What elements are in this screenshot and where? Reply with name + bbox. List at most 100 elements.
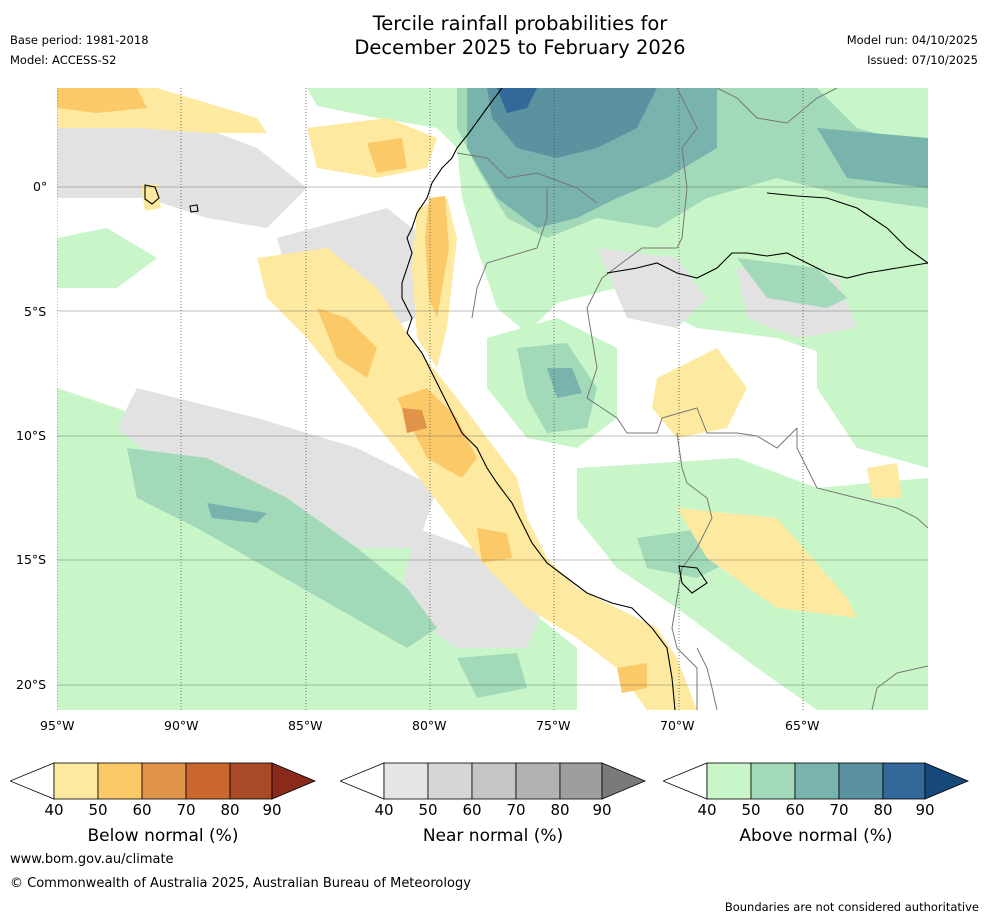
colorbar-above-under-arrow [661,762,708,800]
colorbar-near-tick-60: 60 [462,801,482,819]
lat-label-10s: 10°S [16,428,47,443]
colorbar-above-seg-1 [706,762,752,800]
near-normal-south [397,528,547,648]
meta-right: Model run: 04/10/2025 Issued: 07/10/2025 [847,30,978,70]
below-normal-60-coast [402,408,427,433]
above-normal-east [817,328,928,468]
colorbar-below-tick-90: 90 [262,801,282,819]
border-peru-bolivia [671,432,713,710]
colorbar-below-tick-40: 40 [44,801,64,819]
colorbar-above-tick-50: 50 [741,801,761,819]
model-run: Model run: 04/10/2025 [846,33,978,47]
lon-label-85w: 85°W [288,718,323,733]
below-normal-far-east [867,463,902,498]
colorbar-below-tick-80: 80 [220,801,240,819]
colorbar-below-seg-3 [141,762,187,800]
colorbar-above-normal [661,762,970,800]
colorbar-above-tick-60: 60 [785,801,805,819]
near-normal-east [597,248,707,328]
colorbar-near-normal [338,762,647,800]
colorbar-below-seg-4 [185,762,231,800]
colorbar-above-tick-40: 40 [697,801,717,819]
lon-label-65w: 65°W [785,718,820,733]
colorbar-near-svg [338,762,647,800]
below-normal-50-coast-3 [477,528,512,563]
colorbar-below-normal [8,762,317,800]
border-chile-bolivia [696,647,718,710]
issued-date: Issued: 07/10/2025 [867,53,978,67]
colorbar-near-tick-50: 50 [418,801,438,819]
lat-label-5s: 5°S [24,304,47,319]
below-normal-50-inland [425,196,449,318]
colorbar-below-label: Below normal (%) [87,826,239,846]
above-normal-50-east [737,258,847,308]
above-normal-60-andes [547,368,582,398]
galapagos-island-1 [144,184,160,205]
galapagos-island-2 [189,204,199,213]
colorbar-above-seg-2 [750,762,796,800]
colorbar-below-svg [8,762,317,800]
colorbar-near-seg-1 [383,762,429,800]
border-colombia-ecuador [456,152,598,204]
river-amazon [606,252,928,279]
border-peru-brazil [586,247,798,449]
lon-label-75w: 75°W [536,718,571,733]
above-normal-60-ne [817,128,928,188]
colorbar-below-seg-5 [229,762,273,800]
colorbar-below-seg-2 [97,762,143,800]
colorbar-near-label: Near normal (%) [422,826,564,846]
above-normal-50-ocean [127,448,437,648]
colorbar-above-label: Above normal (%) [739,826,893,846]
colorbar-above-seg-5 [882,762,926,800]
below-normal-50-north [367,138,407,173]
colorbar-near-tick-90: 90 [592,801,612,819]
colorbar-above-tick-90: 90 [915,801,935,819]
title-line-1: Tercile rainfall probabilities for [372,12,668,35]
footer-disclaimer: Boundaries are not considered authoritat… [724,900,979,914]
colorbar-above-seg-4 [838,762,884,800]
above-normal-80-north [497,88,537,113]
colorbar-above-seg-3 [794,762,840,800]
footer-copyright: © Commonwealth of Australia 2025, Austra… [10,876,471,891]
colorbar-above-tick-70: 70 [829,801,849,819]
above-normal-70-north [487,88,657,158]
colorbar-near-seg-3 [471,762,517,800]
lon-label-90w: 90°W [164,718,199,733]
coastline-pacific [401,88,676,710]
border-peru-colombia [471,188,548,319]
model-name: Model: ACCESS-S2 [10,53,117,67]
lake-titicaca [678,565,708,594]
colorbar-near-over-arrow [601,762,647,800]
colorbar-near-seg-2 [427,762,473,800]
meta-left: Base period: 1981-2018 Model: ACCESS-S2 [10,30,149,70]
colorbar-below-under-arrow [8,762,55,800]
above-normal-60-ocean [207,503,267,523]
below-normal-south [677,508,857,618]
above-normal-50-bottom [457,653,527,698]
lat-label-0: 0° [33,179,48,194]
colorbar-near-seg-5 [559,762,603,800]
below-normal-50-coast-1 [317,308,377,378]
border-colombia-brazil [676,88,698,249]
below-normal-50-south [617,663,647,693]
lon-label-70w: 70°W [660,718,695,733]
footer-url: www.bom.gov.au/climate [10,852,174,867]
border-paraguay [871,665,928,710]
colorbar-below-tick-70: 70 [176,801,196,819]
border-brazil-north [716,88,838,124]
chart-title: Tercile rainfall probabilities for Decem… [0,12,988,60]
base-period: Base period: 1981-2018 [10,33,149,47]
lat-label-15s: 15°S [16,552,47,567]
colorbar-above-tick-80: 80 [873,801,893,819]
river-amazon-upper [766,192,928,264]
below-normal-50-nw [57,88,147,113]
graticule [57,88,928,710]
colorbar-below-over-arrow [271,762,317,800]
colorbar-near-under-arrow [338,762,385,800]
colorbar-below-tick-60: 60 [132,801,152,819]
below-normal-east [652,348,747,438]
probability-shading [57,88,928,710]
colorbar-near-tick-80: 80 [550,801,570,819]
lon-label-80w: 80°W [412,718,447,733]
colorbar-below-seg-1 [53,762,99,800]
